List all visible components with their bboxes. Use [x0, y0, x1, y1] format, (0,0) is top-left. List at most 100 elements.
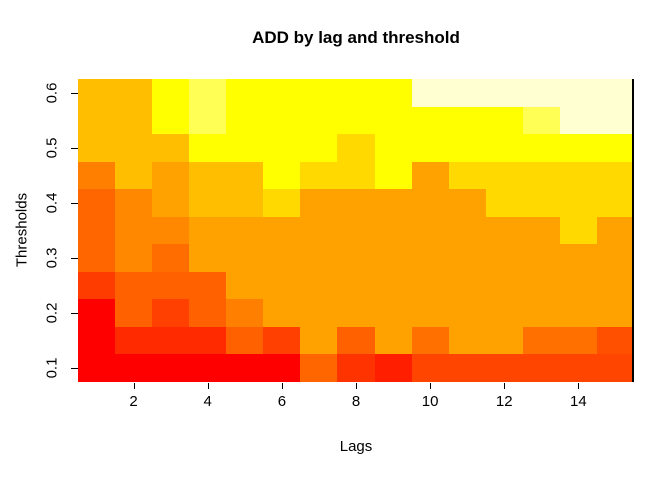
y-tick-mark [71, 92, 78, 94]
heatmap-cell [263, 326, 301, 355]
heatmap-cell [448, 354, 486, 382]
heatmap-cell [337, 271, 375, 300]
plot-right-border [632, 79, 634, 382]
heatmap-cell [374, 106, 412, 135]
heatmap-cell [263, 161, 301, 190]
heatmap-cell [411, 134, 449, 162]
heatmap-cell [226, 299, 264, 327]
heatmap-cell [115, 244, 153, 272]
heatmap-cell [300, 161, 338, 190]
heatmap-cell [522, 189, 560, 217]
x-tick-mark [207, 383, 209, 389]
heatmap-cell [189, 161, 227, 190]
heatmap-cell [485, 134, 523, 162]
heatmap-cell [411, 244, 449, 272]
heatmap-cell [522, 106, 560, 135]
heatmap-cell [522, 326, 560, 355]
heatmap-cell [559, 161, 597, 190]
heatmap-cell [152, 271, 190, 300]
y-tick-mark [71, 202, 78, 204]
heatmap-cell [559, 189, 597, 217]
heatmap-cell [263, 216, 301, 245]
heatmap-cell [448, 79, 486, 107]
heatmap-cell [115, 161, 153, 190]
heatmap-cell [226, 244, 264, 272]
x-tick-mark [504, 383, 506, 389]
heatmap-cell [78, 216, 116, 245]
heatmap-cell [300, 299, 338, 327]
heatmap-cell [559, 134, 597, 162]
heatmap-cell [300, 79, 338, 107]
heatmap-cell [559, 299, 597, 327]
heatmap-cell [115, 299, 153, 327]
heatmap-cell [263, 354, 301, 382]
heatmap-cell [596, 216, 634, 245]
heatmap-cell [485, 271, 523, 300]
heatmap-cell [78, 189, 116, 217]
y-tick-mark [71, 313, 78, 315]
heatmap-cell [337, 354, 375, 382]
heatmap-cell [263, 271, 301, 300]
heatmap-cell [263, 106, 301, 135]
y-tick-label: 0.2 [43, 302, 61, 324]
heatmap-cell [189, 271, 227, 300]
heatmap-cell [411, 299, 449, 327]
heatmap-cell [189, 134, 227, 162]
x-tick-label: 8 [351, 393, 361, 410]
heatmap-cell [152, 216, 190, 245]
heatmap-cell [485, 244, 523, 272]
heatmap-cell [300, 271, 338, 300]
heatmap-cell [115, 326, 153, 355]
heatmap-cell [115, 271, 153, 300]
heatmap-cell [152, 106, 190, 135]
heatmap-cell [226, 134, 264, 162]
heatmap-cell [78, 106, 116, 135]
heatmap-cell [411, 326, 449, 355]
heatmap-cell [411, 354, 449, 382]
y-tick-label: 0.5 [43, 137, 61, 159]
heatmap-cell [411, 271, 449, 300]
heatmap-cell [189, 79, 227, 107]
heatmap-cell [226, 79, 264, 107]
heatmap-cell [596, 244, 634, 272]
x-tick-label: 2 [129, 393, 138, 410]
heatmap-cell [522, 354, 560, 382]
heatmap-cell [559, 106, 597, 135]
heatmap-cell [411, 79, 449, 107]
heatmap-cell [596, 189, 634, 217]
heatmap-cell [189, 189, 227, 217]
heatmap-cell [596, 79, 634, 107]
x-tick-mark [356, 383, 357, 389]
heatmap-cell [448, 216, 486, 245]
x-tick-label: 14 [570, 393, 587, 410]
heatmap-cell [448, 271, 486, 300]
heatmap-cell [374, 326, 412, 355]
x-tick-label: 6 [277, 393, 287, 410]
heatmap-cell [522, 79, 560, 107]
heatmap-cell [596, 161, 634, 190]
heatmap-cell [337, 106, 375, 135]
heatmap-cell [78, 79, 116, 107]
heatmap-cell [522, 271, 560, 300]
heatmap-cell [115, 106, 153, 135]
heatmap-cell [78, 161, 116, 190]
heatmap-cell [448, 106, 486, 135]
heatmap-cell [152, 244, 190, 272]
heatmap-cell [189, 326, 227, 355]
heatmap-cell [226, 271, 264, 300]
heatmap-cell [485, 161, 523, 190]
x-tick-label: 4 [203, 393, 212, 410]
heatmap-cell [226, 106, 264, 135]
y-axis-title: Thresholds [13, 192, 31, 268]
heatmap-cell [374, 79, 412, 107]
heatmap-cell [115, 79, 153, 107]
y-tick-mark [71, 147, 78, 149]
heatmap-cell [485, 299, 523, 327]
heatmap-cell [300, 326, 338, 355]
heatmap-cell [485, 106, 523, 135]
heatmap-cell [226, 354, 264, 382]
heatmap-cell [337, 326, 375, 355]
heatmap-cell [411, 189, 449, 217]
heatmap-cell [263, 244, 301, 272]
